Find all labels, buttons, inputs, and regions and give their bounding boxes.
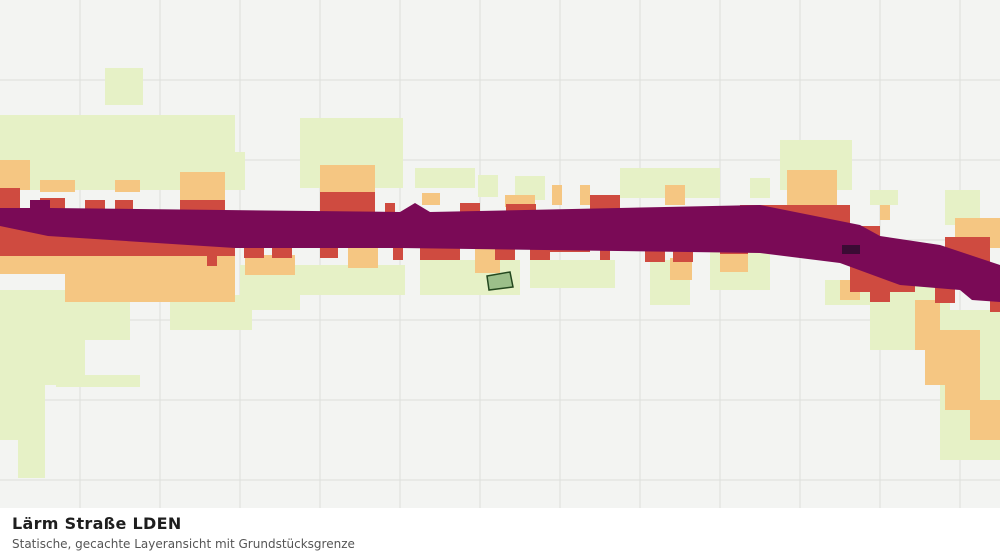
map-subtitle: Statische, gecachte Layeransicht mit Gru… bbox=[12, 537, 355, 551]
map-title: Lärm Straße LDEN bbox=[12, 514, 182, 533]
noise-hotspot bbox=[842, 245, 860, 254]
caption: Lärm Straße LDEN Statische, gecachte Lay… bbox=[0, 508, 1000, 560]
noise-zone-low bbox=[0, 68, 1000, 478]
parcel-boundary[interactable] bbox=[486, 271, 514, 291]
noise-zone-very-high bbox=[0, 200, 1000, 302]
map bbox=[0, 0, 1000, 508]
